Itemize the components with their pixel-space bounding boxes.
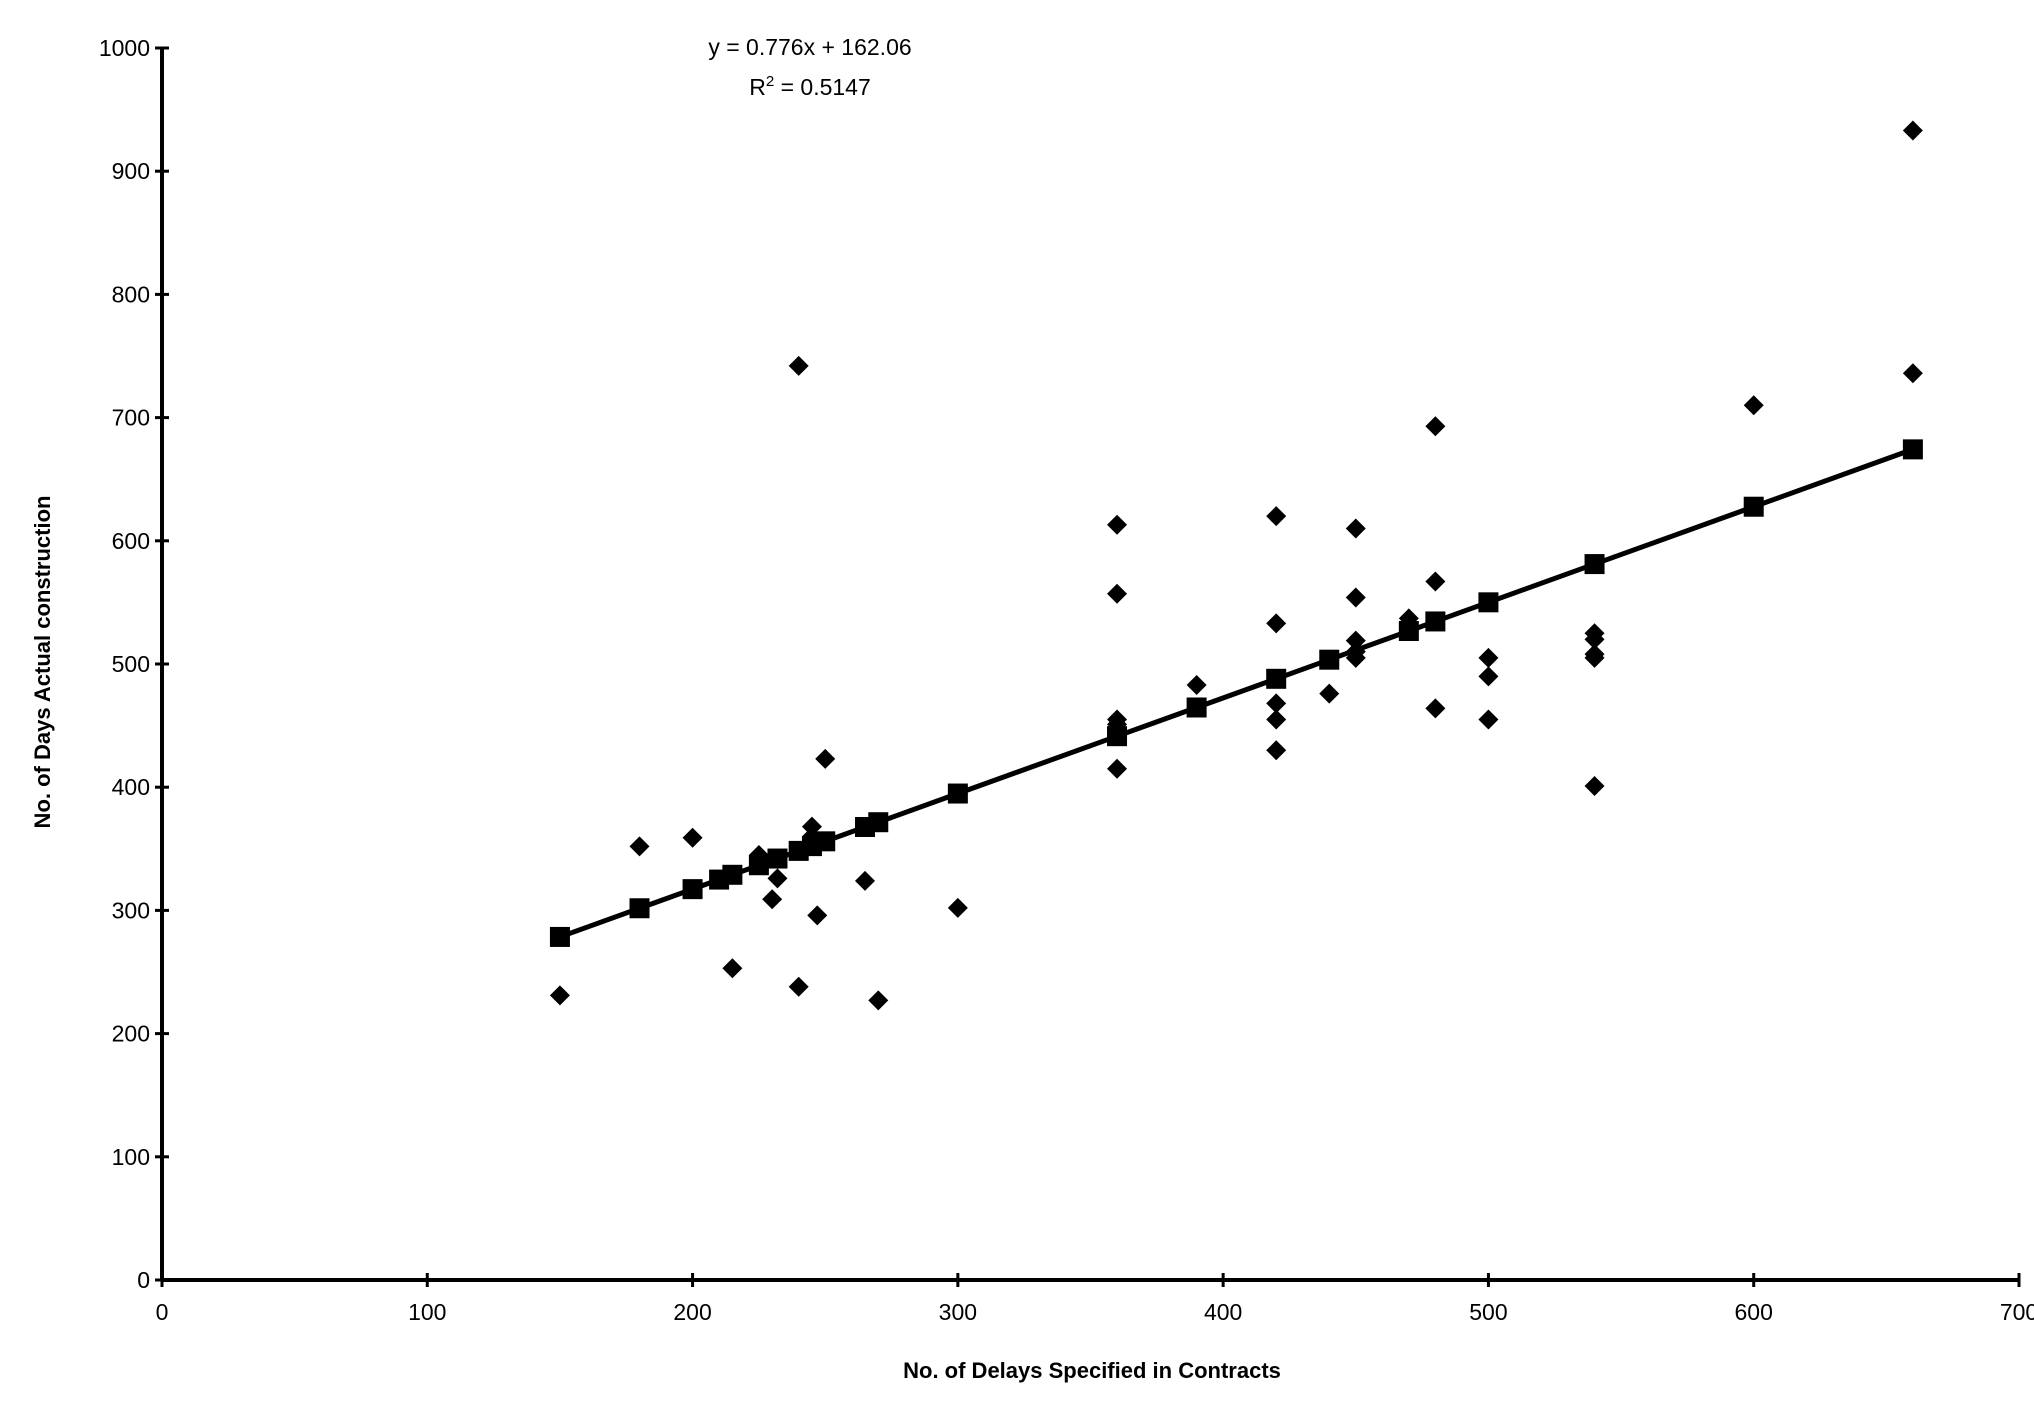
y-axis-label: No. of Days Actual construction	[30, 496, 55, 829]
trend-point	[1902, 439, 1923, 460]
trend-point	[682, 879, 703, 900]
x-tick-label: 500	[1469, 1299, 1507, 1325]
x-tick-label: 200	[673, 1299, 711, 1325]
y-tick-label: 600	[112, 528, 150, 554]
data-point	[722, 958, 743, 979]
y-tick-label: 300	[112, 897, 150, 923]
data-point	[807, 905, 828, 926]
data-point	[762, 889, 783, 910]
marks	[549, 120, 1923, 1011]
data-point	[682, 827, 703, 848]
data-point	[1345, 630, 1366, 651]
data-point	[1584, 647, 1605, 668]
data-point	[1478, 709, 1499, 730]
x-tick-label: 600	[1735, 1299, 1773, 1325]
x-tick-label: 700	[2000, 1299, 2034, 1325]
trend-point	[1398, 621, 1419, 642]
x-tick-label: 0	[156, 1299, 169, 1325]
data-point	[1345, 518, 1366, 539]
data-point	[1107, 758, 1128, 779]
data-point	[1902, 363, 1923, 384]
data-point	[815, 748, 836, 769]
trend-point	[767, 848, 788, 869]
trend-point	[1425, 611, 1446, 632]
data-point	[1425, 571, 1446, 592]
data-point	[1584, 629, 1605, 650]
trend-point	[1107, 726, 1128, 747]
data-point	[868, 990, 889, 1011]
x-axis-label: No. of Delays Specified in Contracts	[903, 1358, 1281, 1383]
data-point	[788, 355, 809, 376]
data-point	[1743, 395, 1764, 416]
trend-point	[868, 812, 889, 833]
trend-point	[1319, 649, 1340, 670]
data-point	[1478, 666, 1499, 687]
data-point	[1107, 514, 1128, 535]
equation-label: y = 0.776x + 162.06	[708, 34, 911, 60]
y-tick-label: 400	[112, 774, 150, 800]
trend-point	[1584, 554, 1605, 575]
trend-point	[947, 783, 968, 804]
y-tick-label: 1000	[99, 35, 150, 61]
data-point	[1345, 647, 1366, 668]
data-point	[1902, 120, 1923, 141]
data-point	[549, 985, 570, 1006]
data-point	[1584, 775, 1605, 796]
y-tick-label: 800	[112, 281, 150, 307]
trend-point	[722, 864, 743, 885]
data-point	[1107, 583, 1128, 604]
data-point	[1266, 613, 1287, 634]
y-tick-label: 200	[112, 1021, 150, 1047]
data-point	[947, 897, 968, 918]
data-point	[1345, 587, 1366, 608]
data-point	[629, 836, 650, 857]
trend-point	[1266, 668, 1287, 689]
trend-point	[549, 926, 570, 947]
data-point	[767, 868, 788, 889]
y-tick-label: 700	[112, 405, 150, 431]
data-point	[1266, 693, 1287, 714]
data-point	[1266, 740, 1287, 761]
r2-label: R2 = 0.5147	[749, 73, 871, 100]
data-point	[1425, 416, 1446, 437]
data-point	[1319, 683, 1340, 704]
axes: 0 100 200 300 400 500 600 700 0 100 200 300 400 500 60…	[99, 35, 2034, 1325]
y-tick-label: 900	[112, 158, 150, 184]
data-point	[1266, 709, 1287, 730]
y-tick-label: 500	[112, 651, 150, 677]
data-point	[1266, 506, 1287, 527]
y-tick-label: 100	[112, 1144, 150, 1170]
x-tick-label: 400	[1204, 1299, 1242, 1325]
x-tick-label: 300	[939, 1299, 977, 1325]
data-point	[1186, 674, 1207, 695]
y-tick-label: 0	[137, 1267, 150, 1293]
trend-point	[1478, 592, 1499, 613]
data-point	[788, 976, 809, 997]
trend-point	[815, 831, 836, 852]
data-point	[1478, 647, 1499, 668]
trend-point	[1743, 496, 1764, 517]
x-tick-label: 100	[408, 1299, 446, 1325]
trend-point	[1186, 697, 1207, 718]
trend-point	[748, 855, 769, 876]
data-point	[1425, 698, 1446, 719]
data-point	[855, 870, 876, 891]
trend-point	[629, 898, 650, 919]
